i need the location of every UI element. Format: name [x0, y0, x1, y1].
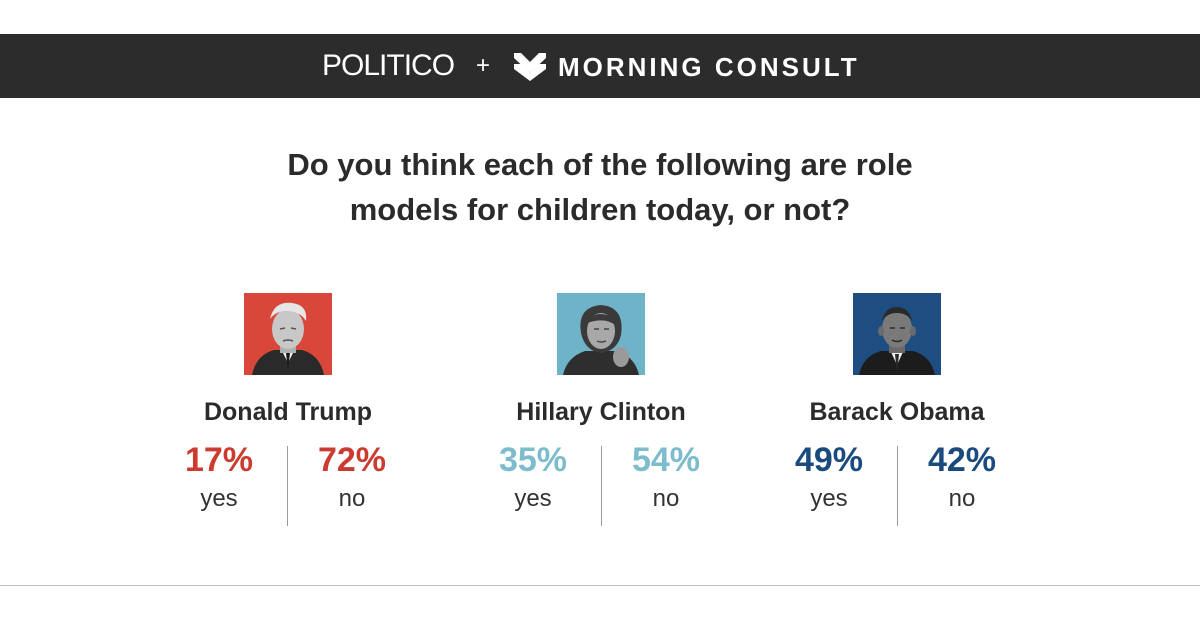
question-line-1: Do you think each of the following are r… [287, 147, 913, 182]
obama-yes-label: yes [810, 485, 848, 512]
trump-portrait-icon [244, 293, 332, 375]
trump-no-label: no [338, 485, 366, 512]
clinton-portrait-icon [557, 293, 645, 375]
question-title: Do you think each of the following are r… [0, 142, 1200, 232]
morning-consult-chevron-icon [514, 53, 546, 81]
clinton-yes-label: yes [514, 485, 552, 512]
clinton-no-value: 54% [631, 441, 701, 479]
plus-sign: + [476, 52, 491, 79]
trump-yes-label: yes [200, 485, 238, 512]
trump-no-value: 72% [317, 441, 387, 479]
clinton-no-label: no [652, 485, 680, 512]
obama-portrait-icon [853, 293, 941, 375]
obama-yes-value: 49% [794, 441, 864, 479]
clinton-yes-value: 35% [498, 441, 568, 479]
trump-yes-value: 17% [184, 441, 254, 479]
figure-name-obama: Barack Obama [809, 398, 985, 426]
morning-consult-logo: MORNING CONSULT [558, 52, 860, 82]
obama-no-label: no [948, 485, 976, 512]
bottom-rule [0, 585, 1200, 586]
obama-divider [897, 446, 898, 526]
clinton-divider [601, 446, 602, 526]
obama-no-value: 42% [927, 441, 997, 479]
header-banner: POLITICO + MORNING CONSULT [0, 34, 1200, 98]
trump-divider [287, 446, 288, 526]
politico-logo: POLITICO [322, 49, 455, 82]
figure-name-clinton: Hillary Clinton [516, 398, 686, 426]
figure-name-trump: Donald Trump [203, 398, 373, 426]
question-line-2: models for children today, or not? [349, 192, 851, 227]
